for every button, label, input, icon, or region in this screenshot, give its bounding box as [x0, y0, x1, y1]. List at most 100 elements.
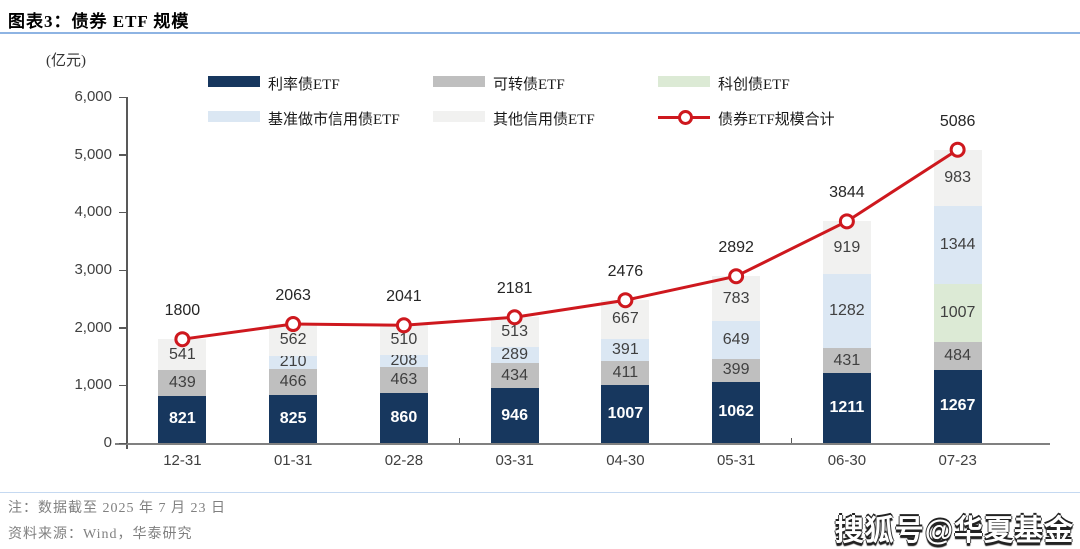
- total-label: 2892: [718, 239, 754, 257]
- bar-segment-label: 825: [279, 410, 307, 428]
- bar-segment-label: 946: [501, 406, 528, 424]
- bar-segment: [490, 346, 539, 364]
- y-tick: [119, 269, 127, 271]
- total-label: 2476: [607, 263, 644, 281]
- bar-segment-label: 1062: [718, 403, 754, 421]
- y-tick-label: 1,000: [74, 376, 112, 394]
- x-tick: [458, 438, 460, 443]
- bar-segment-label: 919: [833, 238, 861, 256]
- footer-note: 注：数据截至 2025 年 7 月 23 日: [8, 501, 226, 516]
- bar-segment-label: 510: [390, 331, 418, 348]
- x-axis-label: 12-31: [163, 452, 202, 469]
- bar-segment: [490, 388, 539, 443]
- y-tick-label: 6,000: [74, 88, 112, 105]
- total-label: 2181: [496, 280, 533, 298]
- title-rule: [0, 32, 1080, 34]
- bar-segment-label: 1007: [607, 404, 644, 422]
- legend-label: 其他信用债ETF: [493, 112, 595, 128]
- y-axis-line: [126, 97, 128, 449]
- chart-title-text: 债券 ETF 规模: [71, 12, 190, 31]
- bar-segment: [601, 338, 650, 362]
- bar-segment: [269, 356, 318, 369]
- bar-segment: [269, 395, 318, 443]
- bar-segment: [490, 363, 539, 389]
- legend-label: 基准做市信用债ETF: [268, 112, 400, 128]
- unit-label: (亿元): [46, 53, 86, 69]
- legend-swatch: [208, 111, 260, 122]
- total-label: 3844: [829, 184, 865, 202]
- bar-segment-label: 289: [501, 346, 528, 364]
- legend-label: 利率债ETF: [268, 77, 340, 93]
- y-tick-label: 5,000: [74, 145, 112, 163]
- total-label: 2063: [275, 287, 311, 305]
- x-axis-label: 04-30: [606, 452, 645, 469]
- y-tick-label: 3,000: [74, 261, 112, 278]
- bar-segment-label: 541: [169, 345, 196, 363]
- bar-segment-label: 439: [169, 373, 196, 391]
- bar-segment-label: 466: [279, 372, 307, 390]
- bar-segment-label: 983: [944, 169, 971, 187]
- x-axis-line: [115, 443, 1050, 445]
- bar-segment-label: 208: [390, 351, 418, 369]
- bar-segment-label: 1211: [829, 399, 865, 417]
- y-tick-label: 2,000: [74, 318, 112, 336]
- y-tick: [119, 96, 127, 98]
- bar-segment: [822, 373, 871, 443]
- bar-segment-label: 1267: [939, 397, 976, 415]
- bar-segment-label: 484: [944, 346, 971, 364]
- legend-circle-marker: [678, 110, 693, 125]
- bar-segment: [601, 384, 650, 443]
- bar-segment-label: 562: [279, 331, 307, 349]
- bar-segment: [379, 366, 428, 394]
- bar-segment-label: 463: [390, 371, 418, 389]
- watermark: 搜狐号@华夏基金: [834, 515, 1074, 547]
- x-tick: [790, 438, 793, 443]
- x-tick: [126, 438, 128, 443]
- y-tick: [119, 442, 127, 444]
- legend-label: 债券ETF规模合计: [718, 112, 835, 128]
- bar-segment-label: 513: [501, 322, 528, 340]
- y-tick: [119, 211, 127, 214]
- bar-segment-label: 399: [722, 361, 750, 379]
- x-axis-label: 06-30: [827, 452, 867, 469]
- bar-segment: [269, 368, 318, 396]
- legend-swatch: [433, 76, 485, 87]
- bar-segment: [712, 358, 761, 382]
- bar-segment: [158, 395, 207, 443]
- bar-segment-label: 210: [279, 353, 307, 371]
- bar-segment: [601, 361, 650, 385]
- x-axis-label: 07-23: [938, 452, 977, 469]
- bar-segment: [933, 342, 982, 370]
- bar-segment: [158, 370, 207, 396]
- bar-segment-label: 411: [612, 364, 639, 382]
- bar-segment-label: 1344: [939, 236, 976, 254]
- legend-swatch: [433, 111, 485, 122]
- bar-segment-label: 860: [390, 409, 418, 427]
- bar-segment-label: 649: [722, 331, 750, 349]
- x-axis-label: 03-31: [495, 452, 534, 469]
- legend-swatch: [658, 76, 710, 87]
- x-axis-label: 05-31: [716, 452, 756, 469]
- bar-segment-label: 667: [612, 310, 639, 328]
- y-tick-label: 0: [103, 434, 112, 451]
- bar-segment-label: 821: [169, 410, 196, 428]
- footer-rule: [0, 492, 1080, 493]
- chart-title: 图表3：债券 ETF 规模: [8, 7, 189, 32]
- bar-segment-label: 391: [612, 340, 639, 358]
- y-tick: [119, 327, 127, 329]
- footer-source: 资料来源：Wind，华泰研究: [8, 527, 193, 542]
- total-label: 1800: [164, 302, 201, 320]
- bar-segment: [933, 369, 982, 443]
- x-axis-label: 02-28: [384, 452, 424, 469]
- y-tick: [119, 384, 127, 387]
- x-axis-label: 01-31: [273, 452, 313, 469]
- bar-segment: [822, 348, 871, 374]
- bar-segment: [379, 393, 428, 443]
- y-tick: [119, 154, 127, 156]
- y-tick-label: 4,000: [74, 203, 112, 221]
- chart-label: 图表3：: [8, 12, 72, 31]
- bar-segment-label: 434: [501, 366, 528, 384]
- bar-segment: [379, 354, 428, 367]
- total-label: 5086: [939, 112, 976, 130]
